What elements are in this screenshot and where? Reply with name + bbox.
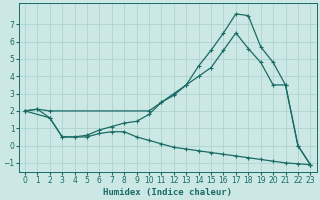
X-axis label: Humidex (Indice chaleur): Humidex (Indice chaleur) bbox=[103, 188, 232, 197]
